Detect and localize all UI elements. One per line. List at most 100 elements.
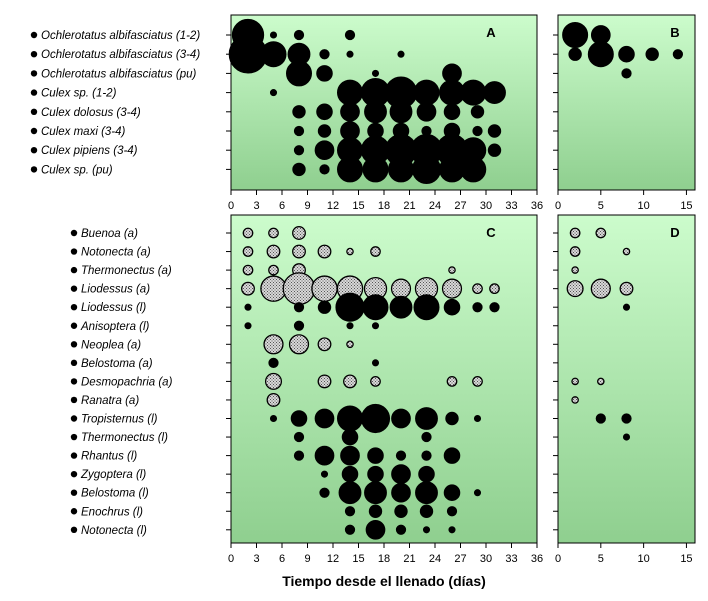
bubble-a-solid: [260, 41, 287, 68]
bubble-c-hatched: [268, 227, 279, 239]
bubble-c-hatched: [317, 337, 332, 352]
bubble-c-hatched: [448, 266, 456, 274]
bubble-a-solid: [319, 49, 330, 60]
category-bullet-icon: [70, 266, 78, 274]
bubble-c-solid: [371, 322, 380, 330]
bubble-a-solid: [416, 101, 437, 122]
category-label: Notonecta (a): [81, 247, 151, 259]
category-bullet-icon: [70, 322, 78, 329]
bubble-a-solid: [293, 29, 305, 41]
bubble-c-solid: [293, 302, 305, 313]
bubble-c-solid: [413, 294, 440, 321]
bubble-c-hatched: [346, 340, 354, 349]
panel-c-x-tick-label: 9: [304, 553, 310, 565]
bubble-d-hatched: [571, 266, 579, 274]
bubble-a-solid: [316, 103, 333, 121]
category-label: Buenoa (a): [81, 228, 138, 240]
bubble-c-hatched: [282, 272, 316, 306]
panel-c-x-tick-label: 30: [480, 553, 492, 565]
bubble-c-solid: [336, 405, 363, 432]
bubble-a-solid: [293, 145, 305, 156]
bubble-c-hatched: [242, 246, 254, 257]
bubble-c-solid: [244, 303, 252, 311]
bubble-c-solid: [320, 470, 329, 478]
category-bullet-icon: [70, 229, 78, 237]
category-label: Neoplea (a): [81, 339, 141, 351]
category-label: Culex pipiens (3-4): [41, 145, 138, 157]
bubble-d-hatched: [590, 278, 611, 299]
bubble-c-solid: [419, 504, 434, 518]
bubble-c-solid: [389, 295, 413, 319]
bubble-c-solid: [293, 431, 305, 443]
bubble-c-hatched: [370, 246, 381, 257]
bubble-c-solid: [443, 298, 461, 316]
bubble-b-solid: [645, 47, 659, 61]
panel-a-x-tick-label: 12: [327, 200, 339, 212]
bubble-c-solid: [391, 464, 411, 484]
bubble-c-solid: [367, 465, 384, 483]
bubble-d-hatched: [622, 247, 631, 256]
bubble-b-solid: [618, 45, 635, 63]
bubble-d-solid: [621, 413, 632, 424]
panel-a-x-tick-label: 3: [253, 200, 259, 212]
panel-c-x-tick-label: 36: [531, 553, 543, 565]
bubble-d-hatched: [569, 227, 581, 239]
category-label: Ochlerotatus albifasciatus (1-2): [41, 30, 200, 42]
bubble-a-solid: [387, 156, 414, 183]
category-bullet-icon: [70, 415, 78, 422]
bubble-b-solid: [621, 68, 632, 79]
bubble-a-solid: [413, 79, 440, 106]
bubble-d-hatched: [566, 280, 584, 298]
bubble-c-solid: [335, 292, 365, 322]
bubble-d-solid: [595, 413, 606, 424]
category-label: Culex dolosus (3-4): [41, 107, 141, 119]
bubble-a-solid: [487, 124, 502, 138]
bubble-a-solid: [285, 60, 312, 87]
panel-d-title: D: [670, 225, 679, 240]
bubble-a-solid: [340, 101, 360, 122]
bubble-a-solid: [487, 143, 502, 157]
bubble-c-hatched: [311, 275, 338, 302]
panel-a-x-tick-label: 27: [454, 200, 466, 212]
panel-a-x-tick-label: 33: [505, 200, 517, 212]
category-label: Liodessus (l): [81, 302, 146, 314]
bubble-c-solid: [394, 504, 408, 518]
bubble-c-solid: [344, 524, 356, 535]
bubble-c-solid: [368, 504, 383, 518]
bubble-c-solid: [360, 403, 391, 434]
category-label: Thermonectus (l): [81, 432, 168, 444]
bubble-c-solid: [346, 322, 354, 330]
bubble-c-solid: [244, 322, 252, 330]
panel-a-x-tick-label: 0: [228, 200, 234, 212]
panel-c-title: C: [486, 225, 496, 240]
category-label: Liodessus (a): [81, 284, 150, 296]
bubble-a-solid: [336, 156, 363, 183]
bubble-c-solid: [317, 300, 332, 314]
category-bullet-icon: [30, 127, 38, 135]
bubble-c-hatched: [317, 374, 332, 389]
panel-d-background: [557, 214, 696, 544]
bubble-a-solid: [319, 164, 330, 175]
bubble-b-solid: [568, 47, 582, 61]
bubble-c-hatched: [292, 226, 306, 240]
panel-b-x-tick-label: 10: [638, 200, 650, 212]
bubble-a-solid: [411, 154, 442, 184]
panel-a-x-tick-label: 15: [352, 200, 364, 212]
panel-a-x-tick-label: 6: [279, 200, 285, 212]
panel-c-x-tick-label: 33: [505, 553, 517, 565]
bubble-c-solid: [290, 410, 308, 427]
panel-a-x-tick-label: 30: [480, 200, 492, 212]
bubble-d-hatched: [571, 396, 579, 404]
bubble-a-solid: [269, 31, 278, 39]
bubble-c-hatched: [242, 227, 254, 239]
category-label: Tropisternus (l): [81, 414, 158, 426]
panel-b-x-tick-label: 15: [680, 200, 692, 212]
bubble-c-solid: [421, 431, 432, 443]
bubble-c-solid: [364, 481, 387, 505]
panel-b-title: B: [670, 25, 679, 40]
bubble-c-solid: [314, 408, 335, 429]
bubble-a-solid: [472, 125, 483, 137]
bubble-d-hatched: [619, 281, 634, 296]
category-bullet-icon: [30, 51, 38, 58]
category-labels-layer: Ochlerotatus albifasciatus (1-2) Ochlerot…: [30, 30, 200, 537]
